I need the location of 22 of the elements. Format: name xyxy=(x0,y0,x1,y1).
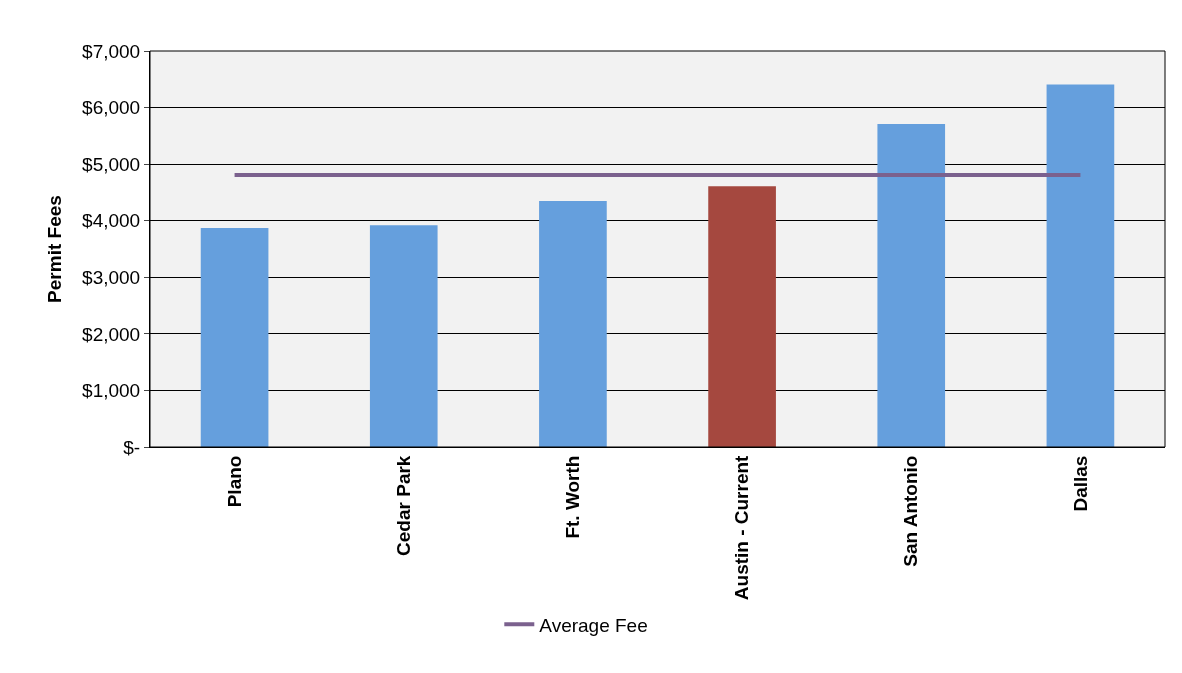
y-tick-label: $5,000 xyxy=(82,153,141,175)
y-tick-label: $2,000 xyxy=(82,323,141,345)
x-tick-label: Ft. Worth xyxy=(562,455,584,539)
y-tick-label: $6,000 xyxy=(82,97,141,119)
legend-label: Average Fee xyxy=(539,614,648,636)
bar xyxy=(877,123,946,447)
y-axis-title: Permit Fees xyxy=(43,195,65,303)
bar xyxy=(539,200,607,447)
y-tick-label: $7,000 xyxy=(82,40,141,62)
y-tick-label: $- xyxy=(123,436,141,458)
y-tick-label: $3,000 xyxy=(82,266,141,288)
x-tick-label: Cedar Park xyxy=(392,455,414,556)
y-tick-label: $1,000 xyxy=(82,380,141,402)
x-tick-label: Dallas xyxy=(1069,455,1091,512)
bar xyxy=(708,186,776,447)
bar xyxy=(369,225,438,447)
bar xyxy=(200,228,269,447)
x-tick-label: San Antonio xyxy=(900,455,922,567)
x-tick-label: Austin - Current xyxy=(731,454,753,601)
bar xyxy=(1046,84,1115,447)
y-tick-label: $4,000 xyxy=(82,210,141,232)
x-tick-label: Plano xyxy=(223,455,245,508)
